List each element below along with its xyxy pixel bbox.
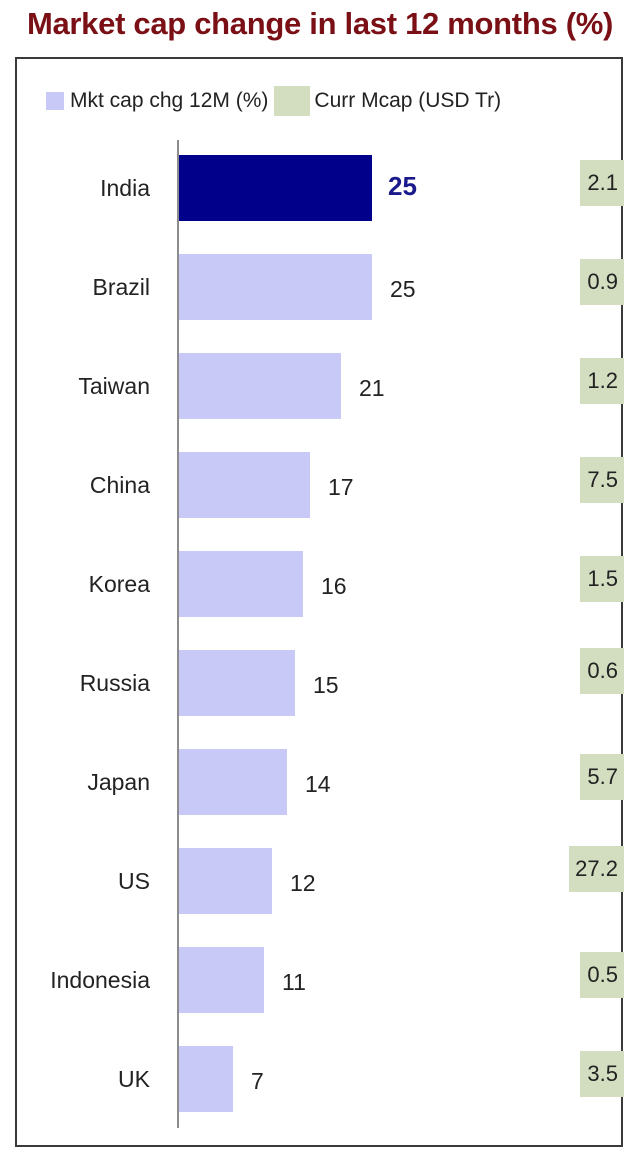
country-label: Korea xyxy=(88,571,150,597)
bar-row: UK 7 3.5 xyxy=(0,1046,640,1112)
bar xyxy=(179,650,295,716)
change-value-label: 25 xyxy=(388,171,417,201)
mcap-value-box: 3.5 xyxy=(580,1051,624,1097)
bar xyxy=(179,551,303,617)
country-label: Taiwan xyxy=(78,373,150,399)
change-value-label: 15 xyxy=(313,672,339,698)
bar-row: Russia 15 0.6 xyxy=(0,648,640,716)
mcap-value-box: 1.5 xyxy=(580,556,624,602)
chart-frame xyxy=(15,57,623,1147)
bar xyxy=(179,749,287,815)
country-label: India xyxy=(100,175,150,201)
country-label: Japan xyxy=(87,769,150,795)
highlight-bar xyxy=(179,155,372,221)
country-label: Indonesia xyxy=(50,967,150,993)
change-value-label: 14 xyxy=(305,771,331,797)
mcap-value-box: 2.1 xyxy=(580,160,624,206)
mcap-value-box: 0.6 xyxy=(580,648,624,694)
bar-row: Japan 14 5.7 xyxy=(0,749,640,815)
country-label: UK xyxy=(118,1066,150,1092)
chart-title: Market cap change in last 12 months (%) xyxy=(26,6,614,41)
change-value-label: 21 xyxy=(359,375,385,401)
mcap-value-box: 5.7 xyxy=(580,754,624,800)
bar xyxy=(179,848,272,914)
bar xyxy=(179,1046,233,1112)
change-value-label: 7 xyxy=(251,1068,264,1094)
bar-row: China 17 7.5 xyxy=(0,452,640,518)
bar-row: Brazil 25 0.9 xyxy=(0,254,640,320)
legend-label-mkt-cap-chg: Mkt cap chg 12M (%) xyxy=(70,89,269,112)
bar xyxy=(179,254,372,320)
change-value-label: 17 xyxy=(328,474,354,500)
bar xyxy=(179,452,310,518)
bar xyxy=(179,353,341,419)
bar-row: Korea 16 1.5 xyxy=(0,551,640,617)
change-value-label: 16 xyxy=(321,573,347,599)
legend-swatch-curr-mcap xyxy=(274,86,311,116)
country-label: Brazil xyxy=(92,274,150,300)
country-label: China xyxy=(89,472,150,498)
bar xyxy=(179,947,264,1013)
bar-row: Indonesia 11 0.5 xyxy=(0,947,640,1013)
category-axis-line xyxy=(177,140,179,1128)
country-label: US xyxy=(118,868,150,894)
legend-swatch-mkt-cap-chg xyxy=(46,92,64,110)
legend-label-curr-mcap: Curr Mcap (USD Tr) xyxy=(314,89,502,112)
bar-row: Taiwan 21 1.2 xyxy=(0,353,640,419)
change-value-label: 11 xyxy=(282,969,306,995)
change-value-label: 12 xyxy=(290,870,316,896)
country-label: Russia xyxy=(79,670,150,696)
bar-row: India 25 2.1 xyxy=(0,155,640,221)
change-value-label: 25 xyxy=(390,276,416,302)
mcap-value-box: 1.2 xyxy=(580,358,624,404)
mcap-value-box: 0.9 xyxy=(580,259,624,305)
mcap-value-box: 0.5 xyxy=(580,952,624,998)
mcap-value-box: 27.2 xyxy=(569,846,624,892)
mcap-value-box: 7.5 xyxy=(580,457,624,503)
legend: Mkt cap chg 12M (%) Curr Mcap (USD Tr) xyxy=(46,86,501,116)
bar-row: US 12 27.2 xyxy=(0,846,640,914)
